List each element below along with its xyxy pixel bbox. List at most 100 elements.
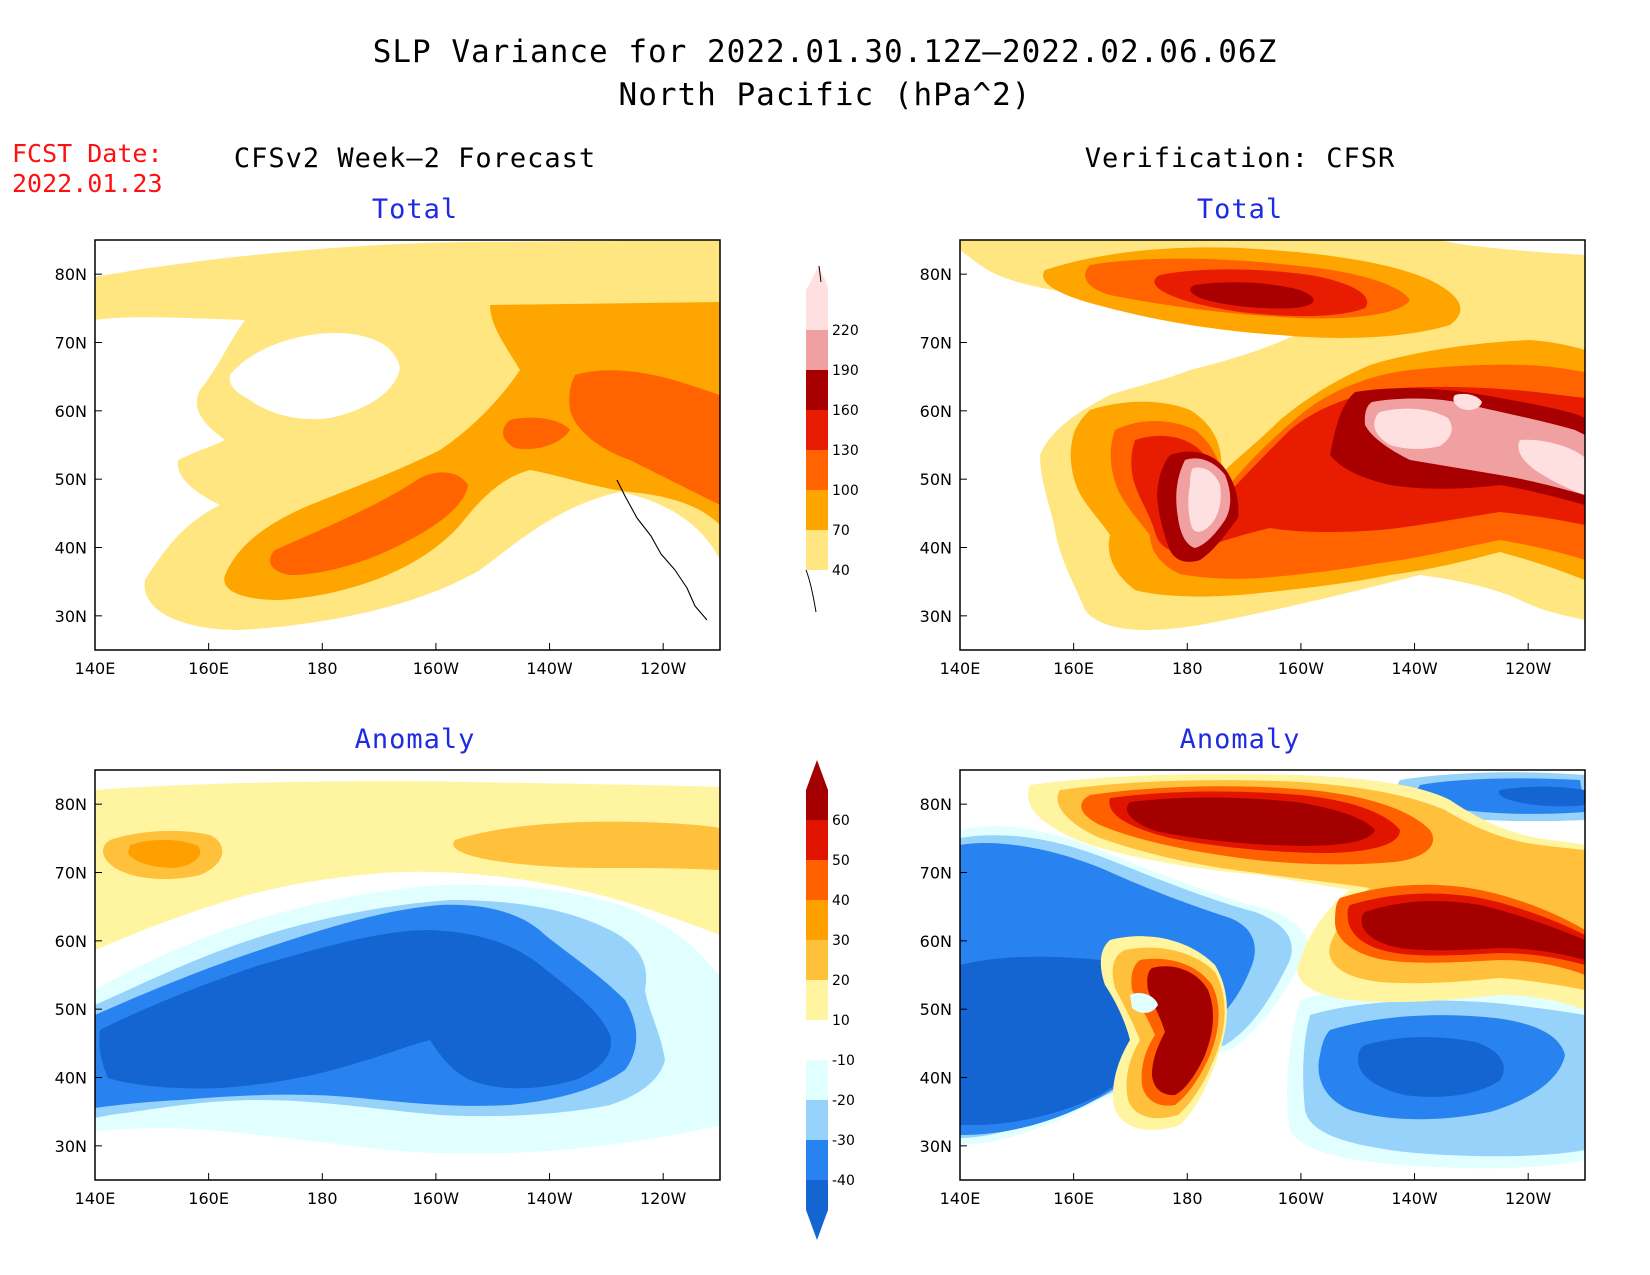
colorbar-tick-label: 130 [832, 443, 859, 459]
verification-anomaly-subtitle: Anomaly [1180, 724, 1301, 755]
colorbar-tick-label: 20 [832, 973, 850, 989]
lon-tick-label: 180 [1172, 1189, 1203, 1208]
lat-tick-label: 60N [920, 932, 952, 951]
colorbar-tick-label: 190 [832, 363, 859, 379]
verification-total-map [959, 239, 1586, 651]
colorbar-tick-label: -10 [832, 1053, 855, 1069]
anomaly-colorbar: -40 -30 -20 -10 10 20 30 40 50 60 [806, 760, 855, 1240]
forecast-anomaly-subtitle: Anomaly [355, 724, 476, 755]
colorbar-segment [806, 330, 828, 370]
lon-tick-label: 160W [1278, 1189, 1325, 1208]
lon-tick-label: 140E [75, 659, 116, 678]
lat-tick-label: 80N [920, 795, 952, 814]
verification-total-subtitle: Total [1197, 194, 1283, 225]
lat-tick-label: 40N [920, 1069, 952, 1088]
lon-tick-label: 140W [526, 659, 573, 678]
colorbar-tail [805, 569, 817, 613]
main-title-line2: North Pacific (hPa^2) [619, 77, 1032, 113]
lat-tick-label: 70N [55, 334, 87, 353]
colorbar-tick-label: 220 [832, 323, 859, 339]
colorbar-segment [806, 530, 828, 570]
lon-tick-label: 180 [307, 1189, 338, 1208]
forecast-total-frame [94, 239, 721, 651]
lat-tick-label: 50N [55, 1000, 87, 1019]
colorbar-segment [806, 760, 828, 820]
lat-tick-label: 60N [55, 402, 87, 421]
lat-tick-label: 40N [55, 539, 87, 558]
colorbar-tick-label: -40 [832, 1173, 855, 1189]
verification-anomaly-frame [959, 769, 1586, 1181]
lat-tick-label: 60N [55, 932, 87, 951]
forecast-anomaly-frame [94, 769, 721, 1181]
colorbar-segment [806, 820, 828, 860]
lon-tick-label: 160E [1053, 659, 1094, 678]
lat-tick-label: 50N [55, 470, 87, 489]
colorbar-segment [806, 1020, 828, 1060]
lon-tick-label: 120W [1505, 659, 1552, 678]
colorbar-tick-label: 30 [832, 933, 850, 949]
lon-tick-label: 140E [940, 659, 981, 678]
lat-tick-label: 80N [55, 795, 87, 814]
lon-tick-label: 120W [640, 659, 687, 678]
lon-tick-label: 140W [526, 1189, 573, 1208]
colorbar-tick-label: -20 [832, 1093, 855, 1109]
lon-tick-label: 120W [1505, 1189, 1552, 1208]
lon-tick-label: 180 [307, 659, 338, 678]
colorbar-tick-label: -30 [832, 1133, 855, 1149]
colorbar-tick-label: 10 [832, 1013, 850, 1029]
colorbar-segment [806, 1180, 828, 1240]
verification-column-heading: Verification: CFSR [1085, 143, 1396, 174]
colorbar-tick-label: 70 [832, 523, 850, 539]
lon-tick-label: 140W [1391, 1189, 1438, 1208]
lat-tick-label: 60N [920, 402, 952, 421]
colorbar-segment [806, 410, 828, 450]
fcst-date-value: 2022.01.23 [12, 169, 163, 198]
main-title-line1: SLP Variance for 2022.01.30.12Z–2022.02.… [373, 34, 1278, 70]
colorbar-segment [806, 450, 828, 490]
colorbar-segment [806, 370, 828, 410]
lat-tick-label: 70N [55, 864, 87, 883]
forecast-total-map [94, 239, 721, 651]
lon-tick-label: 160E [188, 659, 229, 678]
colorbar-tick-label: 40 [832, 893, 850, 909]
forecast-total-subtitle: Total [372, 194, 458, 225]
lon-tick-label: 180 [1172, 659, 1203, 678]
colorbar-tick-label: 40 [832, 563, 850, 579]
lon-tick-label: 160E [188, 1189, 229, 1208]
verification-total-frame [959, 239, 1586, 651]
colorbar-tick-label: 50 [832, 853, 850, 869]
colorbar-tick-label: 60 [832, 813, 850, 829]
lon-tick-label: 160W [1278, 659, 1325, 678]
fcst-date-label: FCST Date: [12, 139, 163, 168]
lat-tick-label: 50N [920, 1000, 952, 1019]
colorbar-segment [806, 900, 828, 940]
lat-tick-label: 40N [920, 539, 952, 558]
forecast-anomaly-map [94, 769, 721, 1181]
forecast-column-heading: CFSv2 Week–2 Forecast [234, 143, 596, 174]
colorbar-segment [806, 266, 828, 330]
colorbar-segment [806, 490, 828, 530]
lon-tick-label: 160E [1053, 1189, 1094, 1208]
lon-tick-label: 140W [1391, 659, 1438, 678]
lat-tick-label: 70N [920, 334, 952, 353]
lat-tick-label: 70N [920, 864, 952, 883]
lon-tick-label: 160W [413, 1189, 460, 1208]
lat-tick-label: 50N [920, 470, 952, 489]
lat-tick-label: 30N [55, 607, 87, 626]
verification-anomaly-map [959, 769, 1586, 1181]
lat-tick-label: 30N [920, 607, 952, 626]
lon-tick-label: 140E [940, 1189, 981, 1208]
map-axes: 140E 160E 180 160W 140W 120W 30N 40N 50N 60N 70N 80… [55, 265, 1552, 1208]
lat-tick-label: 40N [55, 1069, 87, 1088]
colorbar-segment [806, 1100, 828, 1140]
colorbar-segment [806, 860, 828, 900]
colorbar-tick-label: 160 [832, 403, 859, 419]
lat-tick-label: 30N [920, 1137, 952, 1156]
colorbar-segment [806, 940, 828, 980]
lat-tick-label: 80N [55, 265, 87, 284]
total-colorbar: 40 70 100 130 160 190 220 [805, 265, 859, 613]
lon-tick-label: 140E [75, 1189, 116, 1208]
colorbar-segment [806, 1140, 828, 1180]
colorbar-tip [818, 265, 822, 283]
